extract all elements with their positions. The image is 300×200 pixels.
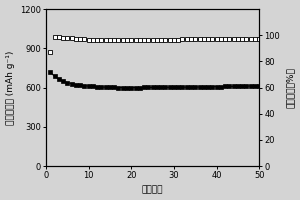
Y-axis label: 放电比容量 (mAh g⁻¹): 放电比容量 (mAh g⁻¹)	[6, 50, 15, 125]
Y-axis label: 库伦效率（%）: 库伦效率（%）	[285, 67, 294, 108]
X-axis label: 循环圈数: 循环圈数	[142, 185, 164, 194]
